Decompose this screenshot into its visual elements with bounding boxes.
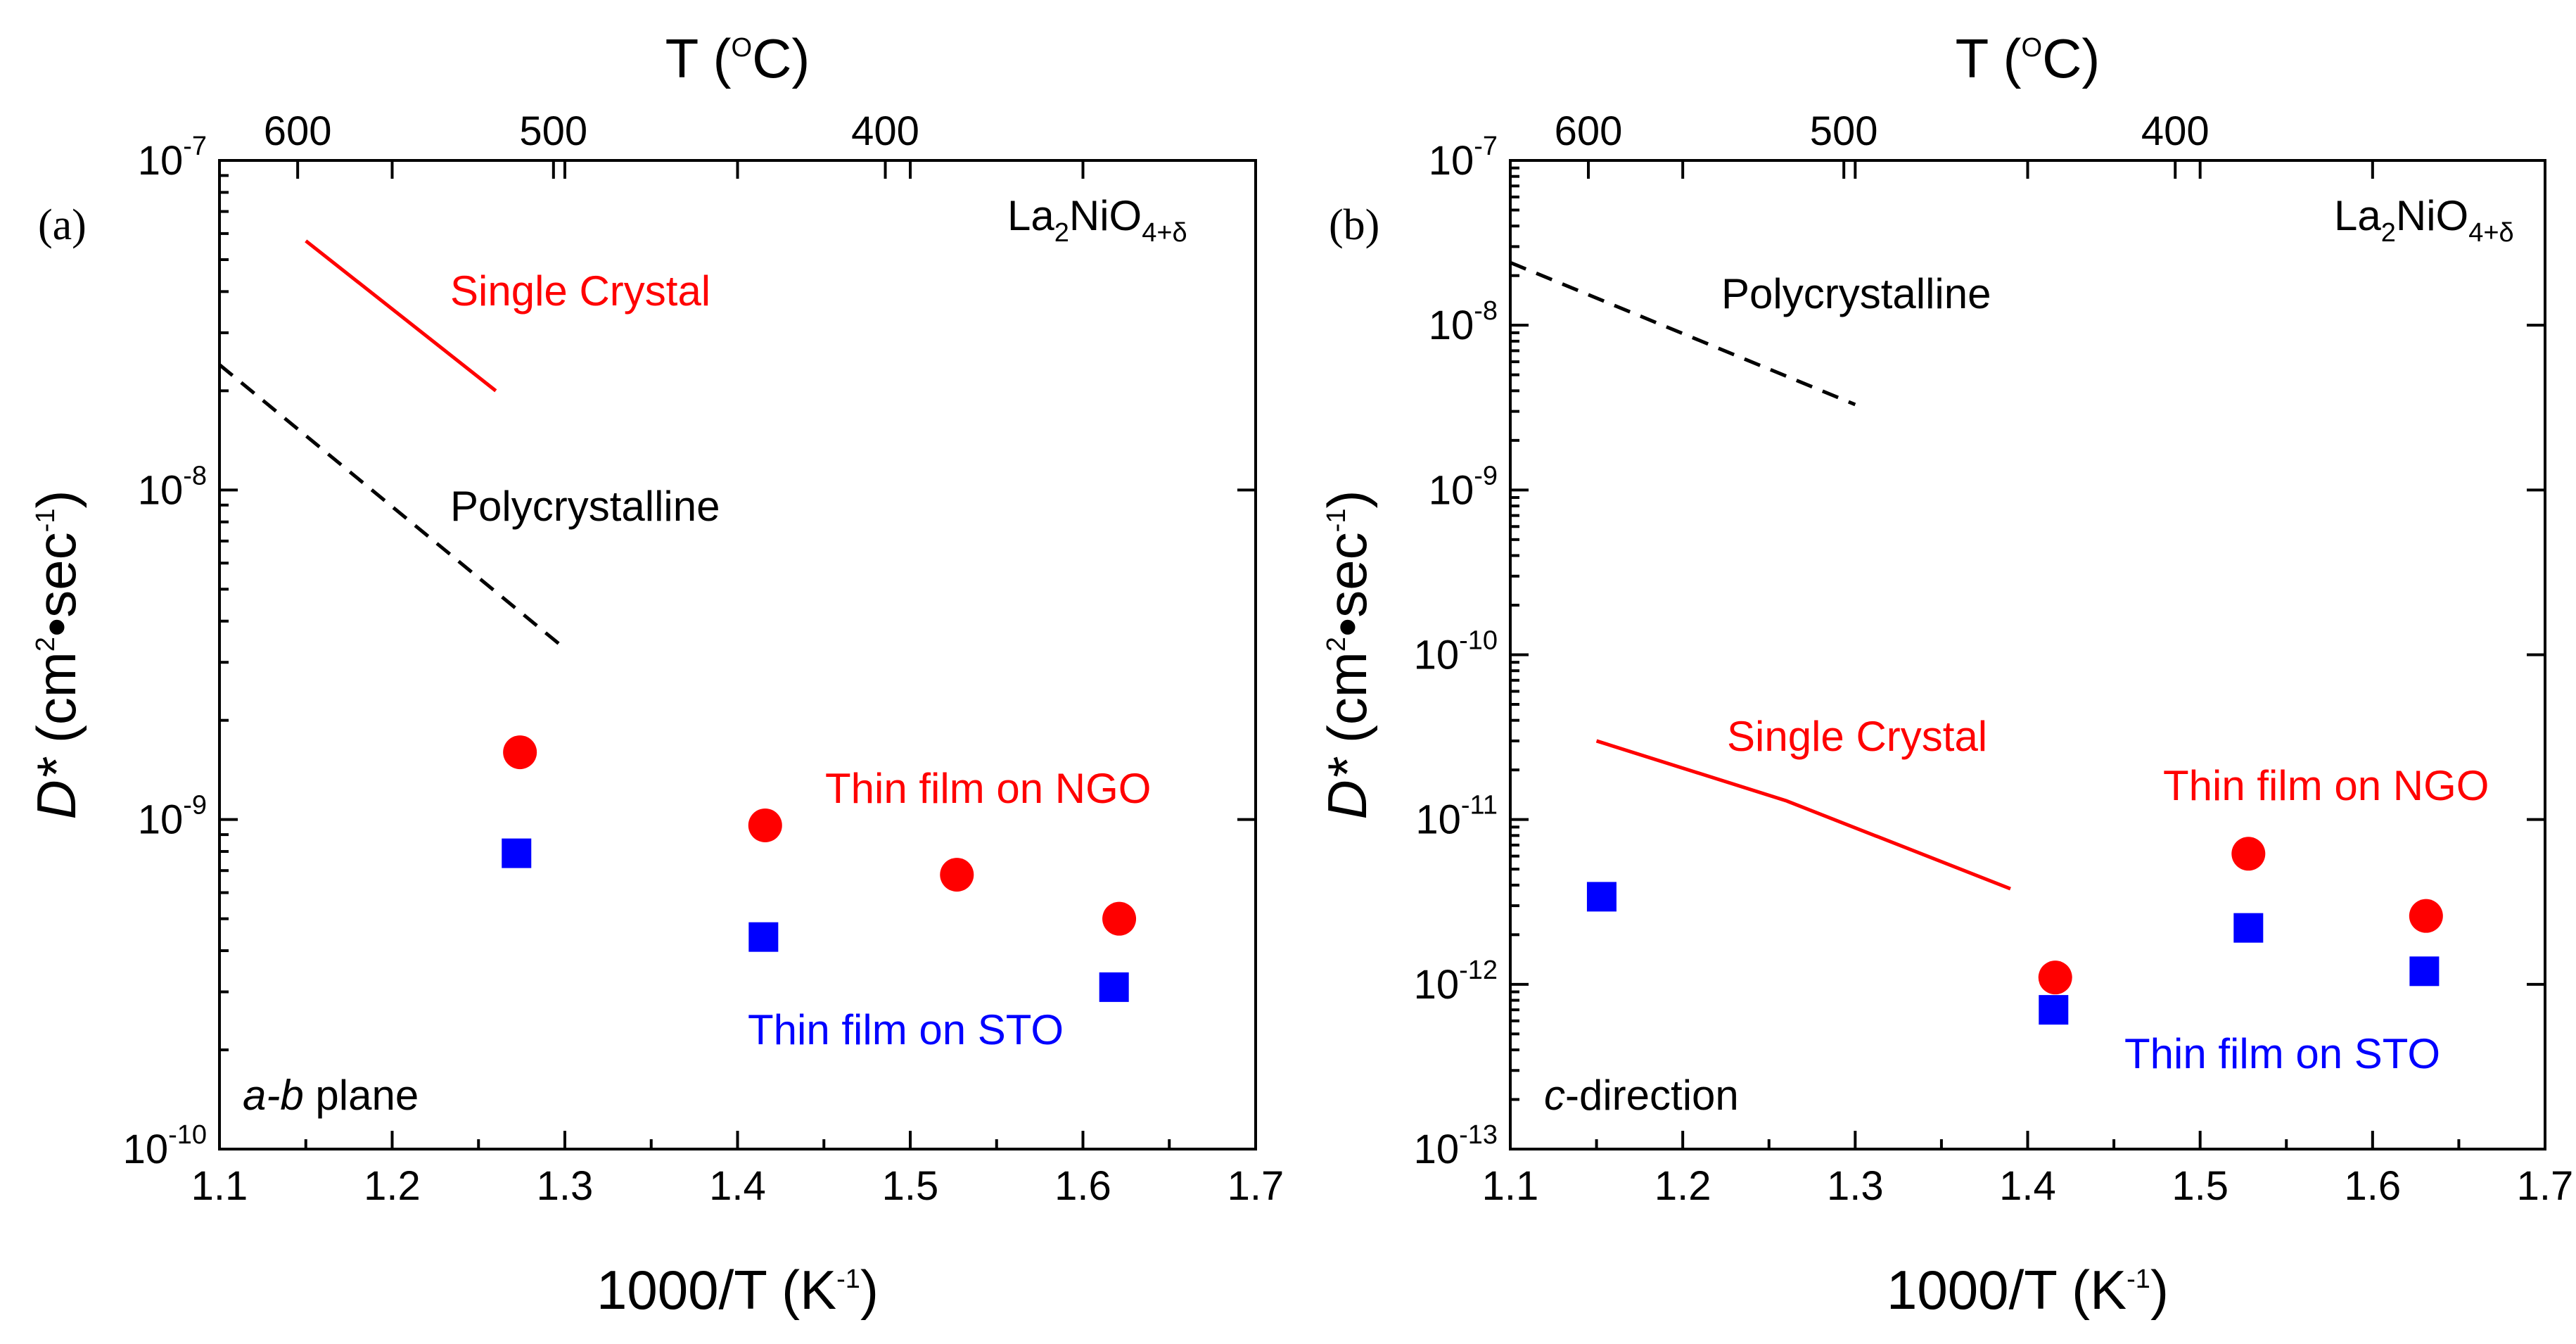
top-tick-label: 500 (519, 108, 587, 154)
x-tick-label: 1.7 (1228, 1163, 1284, 1209)
ngo-data-point (748, 808, 782, 842)
orientation-label: c-direction (1544, 1072, 1739, 1119)
y-tick-label: 10-11 (1415, 791, 1498, 843)
ngo-data-point (2038, 961, 2072, 995)
panel-label: (a) (38, 201, 87, 249)
x-tick-label: 1.6 (2345, 1163, 2402, 1209)
sto-data-point (1099, 972, 1129, 1002)
x-axis-title: 1000/T (K-1) (597, 1259, 879, 1321)
panel-a: 1.1 1.2 1.3 1.4 1.5 1.6 1.7 10-10 10-9 10-8 10-7 60… (25, 27, 1284, 1321)
x-tick-label: 1.1 (191, 1163, 248, 1209)
orientation-label: a-b plane (243, 1072, 419, 1119)
y-axis-title: D* (cm2•sec-1) (1316, 490, 1378, 820)
polycrystalline-line (1510, 260, 1856, 407)
x-axis-title: 1000/T (K-1) (1887, 1259, 2169, 1321)
sto-data-point (748, 922, 779, 952)
x-tick-label: 1.6 (1054, 1163, 1111, 1209)
y-axis-title: D* (cm2•sec-1) (25, 490, 87, 820)
x-tick-label: 1.4 (1999, 1163, 2056, 1209)
sto-data-point (2409, 956, 2440, 987)
sto-data-point (2233, 913, 2264, 943)
y-tick-label: 10-7 (1429, 132, 1498, 184)
x-tick-label: 1.3 (537, 1163, 594, 1209)
ngo-data-point (940, 858, 974, 892)
y-tick-label: 10-12 (1414, 956, 1498, 1008)
x-tick-label: 1.4 (709, 1163, 766, 1209)
top-tick-label: 500 (1810, 108, 1878, 154)
y-tick-label: 10-9 (138, 791, 207, 843)
x-tick-label: 1.1 (1482, 1163, 1539, 1209)
x-tick-label: 1.3 (1827, 1163, 1884, 1209)
series-label: Thin film on NGO (825, 765, 1151, 812)
series-label: Single Crystal (1727, 713, 1987, 760)
plot-frame (1509, 159, 2546, 1150)
y-tick-label: 10-7 (138, 132, 207, 184)
series-label: Thin film on STO (748, 1006, 1064, 1053)
single-crystal-line (305, 239, 497, 393)
x-tick-label: 1.2 (1654, 1163, 1711, 1209)
top-tick-label: 600 (264, 108, 332, 154)
sto-data-point (1586, 882, 1617, 912)
panel-label: (b) (1329, 201, 1379, 249)
series-label: Single Crystal (450, 267, 710, 315)
series-label: Polycrystalline (450, 483, 720, 530)
top-tick-label: 400 (851, 108, 919, 154)
material-label: La2NiO4+δ (1007, 192, 1187, 248)
top-tick-label: 600 (1555, 108, 1623, 154)
series-label: Polycrystalline (1721, 270, 1991, 317)
top-axis-title: T (OC) (665, 27, 810, 89)
x-tick-label: 1.7 (2517, 1163, 2574, 1209)
ngo-data-point (2409, 899, 2443, 933)
y-tick-label: 10-10 (123, 1120, 207, 1172)
top-tick-label: 400 (2141, 108, 2210, 154)
sto-data-point (2039, 995, 2069, 1025)
panel-b: 1.1 1.2 1.3 1.4 1.5 1.6 1.7 10-13 10-12 10-11 10-1… (1316, 27, 2573, 1321)
series-label: Thin film on STO (2124, 1030, 2440, 1077)
single-crystal-line (1595, 739, 2011, 891)
ngo-data-point (1102, 901, 1137, 936)
sto-data-point (502, 838, 532, 868)
y-tick-label: 10-9 (1429, 461, 1498, 513)
y-tick-label: 10-8 (138, 461, 207, 513)
series-label: Thin film on NGO (2163, 762, 2489, 809)
y-tick-label: 10-10 (1414, 626, 1498, 678)
polycrystalline-line (218, 363, 566, 650)
y-tick-label: 10-8 (1429, 296, 1498, 348)
material-label: La2NiO4+δ (2334, 192, 2514, 248)
x-tick-label: 1.2 (364, 1163, 421, 1209)
ngo-data-point (503, 735, 537, 770)
x-tick-label: 1.5 (882, 1163, 939, 1209)
ngo-data-point (2231, 837, 2266, 871)
y-tick-label: 10-13 (1414, 1120, 1498, 1172)
top-axis-title: T (OC) (1956, 27, 2100, 89)
x-tick-label: 1.5 (2172, 1163, 2229, 1209)
